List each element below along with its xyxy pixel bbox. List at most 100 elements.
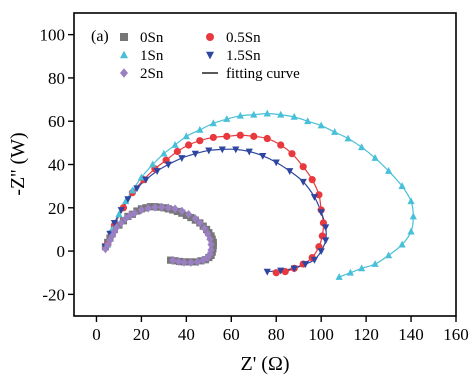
point-1sn xyxy=(196,125,204,133)
legend-label: 1.5Sn xyxy=(226,48,261,64)
point-2sn xyxy=(117,218,125,228)
legend: 0Sn 0.5Sn 1Sn 1.5Sn 2Sn fitting curve xyxy=(120,30,300,82)
fit-curve-1sn xyxy=(107,113,414,278)
point-2sn xyxy=(131,208,139,218)
point-0-5sn xyxy=(236,131,244,139)
point-0-5sn xyxy=(315,191,323,199)
legend-label: 0.5Sn xyxy=(226,30,261,46)
point-1sn xyxy=(263,109,271,117)
point-1-5sn xyxy=(124,196,132,204)
y-tick-label: -20 xyxy=(42,285,65,304)
point-1-5sn xyxy=(178,155,186,162)
point-1-5sn xyxy=(272,159,280,167)
point-1-5sn xyxy=(164,161,172,169)
point-0-5sn xyxy=(308,176,316,184)
y-tick-label: 80 xyxy=(48,69,65,88)
y-tick-label: 40 xyxy=(48,156,65,175)
point-1sn xyxy=(398,240,406,248)
legend-marker-0-5sn xyxy=(206,33,214,41)
legend-marker-2sn xyxy=(120,68,128,78)
point-1-5sn xyxy=(322,237,330,245)
y-tick-label: 60 xyxy=(48,112,65,131)
point-1sn xyxy=(290,112,298,120)
point-2sn xyxy=(158,202,166,212)
axis-ticks: 0 20 40 60 80 100 120 140 160 -20 0 20 40 60 80 100 xyxy=(40,26,469,344)
point-1-5sn xyxy=(286,168,294,175)
legend-label: 0Sn xyxy=(140,30,164,46)
legend-marker-1sn xyxy=(120,50,128,59)
point-1-5sn xyxy=(299,178,307,186)
x-tick-label: 60 xyxy=(223,325,240,344)
point-0-5sn xyxy=(281,268,289,276)
point-0-5sn xyxy=(277,141,285,149)
point-2sn xyxy=(164,203,172,213)
point-1sn xyxy=(398,182,406,190)
x-tick-label: 140 xyxy=(398,325,424,344)
point-1-5sn xyxy=(277,267,285,275)
point-1-5sn xyxy=(218,146,226,154)
point-0-5sn xyxy=(250,132,258,140)
point-1sn xyxy=(223,115,231,122)
point-2sn xyxy=(113,222,121,232)
point-1-5sn xyxy=(322,224,330,232)
x-tick-label: 0 xyxy=(92,325,101,344)
x-tick-label: 80 xyxy=(268,325,285,344)
point-1sn xyxy=(371,260,379,267)
point-1sn xyxy=(236,111,244,119)
point-0-5sn xyxy=(209,133,217,142)
y-tick-label: 100 xyxy=(40,26,66,45)
point-2sn xyxy=(174,257,183,266)
x-tick-label: 20 xyxy=(133,325,150,344)
point-2sn xyxy=(207,240,215,249)
legend-marker-0sn xyxy=(120,33,128,41)
point-1sn xyxy=(407,227,415,235)
point-1-5sn xyxy=(310,256,319,264)
legend-label: 1Sn xyxy=(140,48,164,64)
point-0-5sn xyxy=(185,141,193,149)
legend-label: fitting curve xyxy=(226,66,300,82)
point-1sn xyxy=(209,119,217,127)
data-points xyxy=(101,109,417,280)
point-1-5sn xyxy=(142,176,150,184)
point-1sn xyxy=(358,143,366,151)
point-1-5sn xyxy=(245,148,253,156)
x-tick-label: 40 xyxy=(178,325,195,344)
point-2sn xyxy=(169,256,177,265)
point-1-5sn xyxy=(317,248,325,256)
point-1sn xyxy=(128,186,137,194)
point-1-5sn xyxy=(290,265,298,273)
point-2sn xyxy=(106,235,114,245)
y-axis-label: -Z'' (W) xyxy=(7,132,29,195)
point-1sn xyxy=(149,160,157,168)
fit-curve-0sn xyxy=(104,206,215,263)
point-1sn xyxy=(384,167,393,174)
point-2sn xyxy=(196,218,204,228)
point-1-5sn xyxy=(205,147,213,155)
point-1-5sn xyxy=(263,268,271,276)
point-0sn xyxy=(187,213,195,222)
point-2sn xyxy=(144,203,152,213)
fit-curves xyxy=(104,113,414,278)
point-2sn xyxy=(199,255,207,265)
x-axis-label: Z' (Ω) xyxy=(240,353,289,375)
point-1sn xyxy=(304,117,312,125)
x-tick-label: 160 xyxy=(443,325,469,344)
point-1sn xyxy=(122,197,130,205)
point-2sn xyxy=(187,258,195,267)
point-2sn xyxy=(185,209,193,219)
point-1sn xyxy=(277,110,285,118)
point-1sn xyxy=(409,212,417,220)
point-2sn xyxy=(193,257,202,267)
legend-marker-1-5sn xyxy=(206,51,214,60)
point-1-5sn xyxy=(310,194,319,201)
point-2sn xyxy=(178,206,186,216)
point-1sn xyxy=(171,141,179,148)
point-1sn xyxy=(182,132,190,140)
point-1sn xyxy=(317,121,325,129)
point-0-5sn xyxy=(288,150,296,158)
point-1sn xyxy=(250,110,258,118)
point-2sn xyxy=(151,203,159,212)
point-1-5sn xyxy=(133,185,141,193)
point-1-5sn xyxy=(317,209,325,217)
